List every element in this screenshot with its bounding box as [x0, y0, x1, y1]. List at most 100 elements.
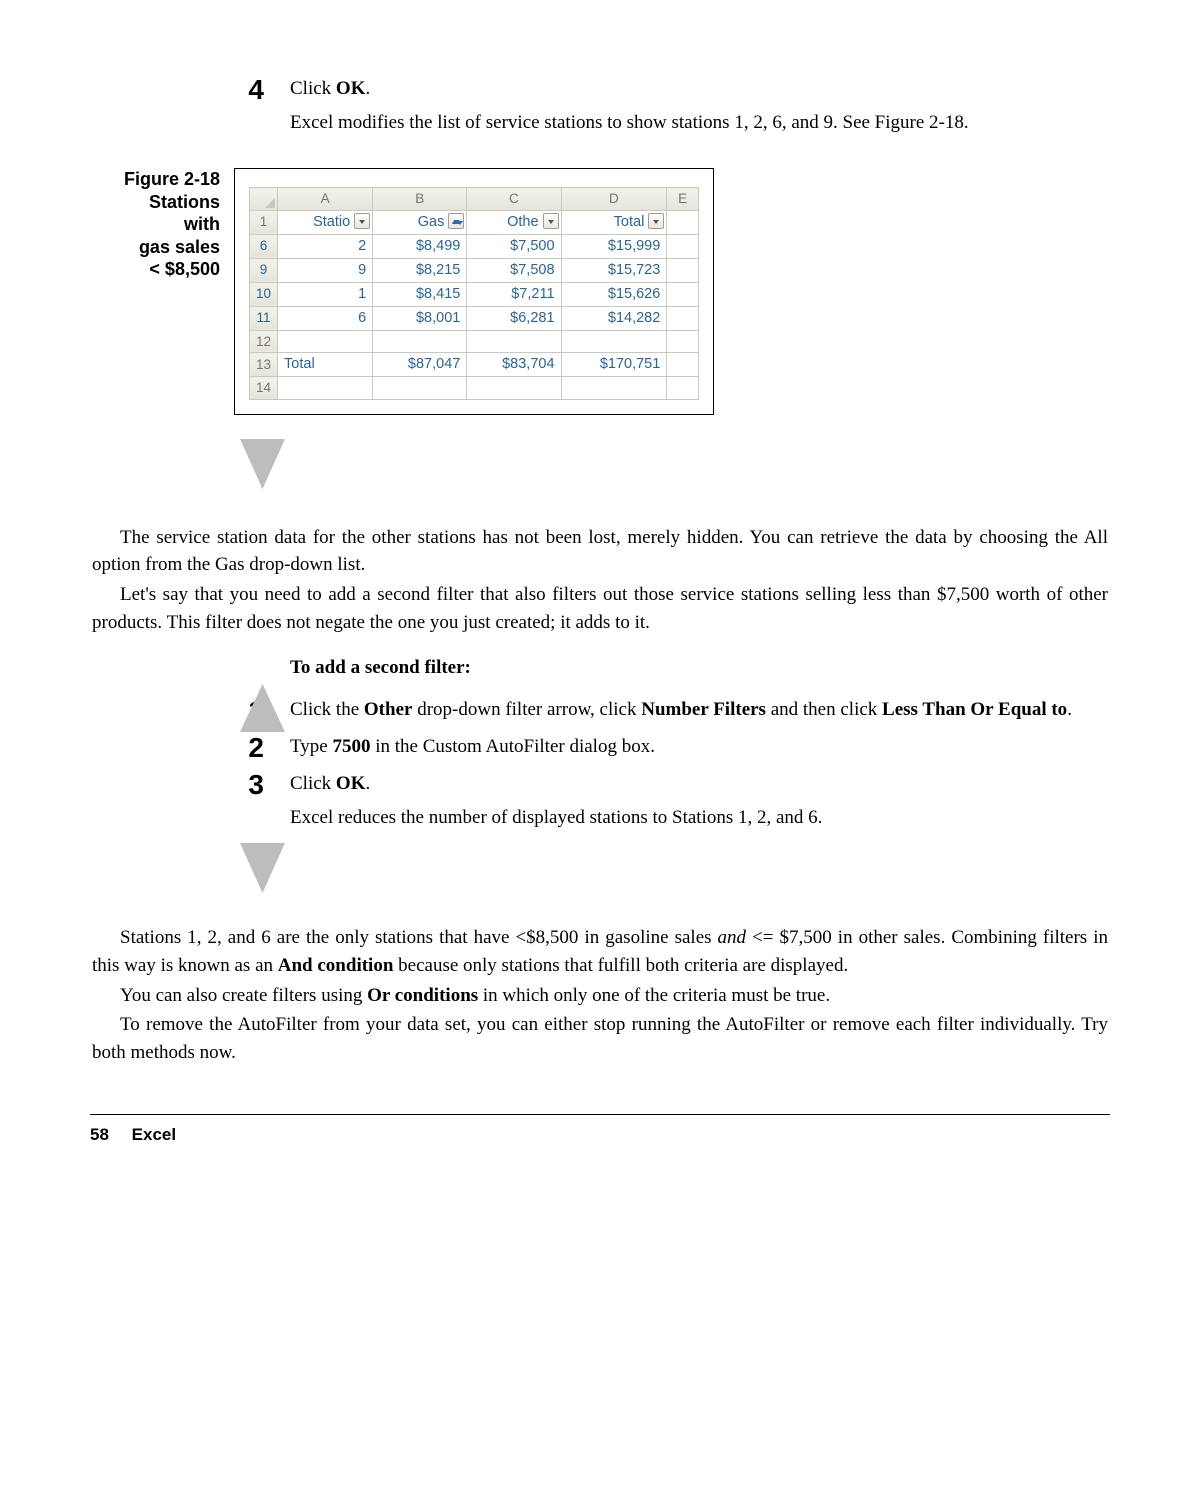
footer-label: Excel [132, 1125, 176, 1144]
hdr-e-empty [667, 210, 699, 234]
p3-bold: And condition [278, 955, 394, 976]
figure-caption: Figure 2-18 Stations with gas sales < $8… [90, 168, 230, 415]
figcap-l3: with [90, 213, 220, 236]
footer-rule [90, 1114, 1110, 1115]
col-B: B [373, 188, 467, 211]
step-number-3: 3 [235, 770, 290, 799]
cell-r6-c0: 2 [278, 234, 373, 258]
s1-mid: drop-down filter arrow, click [412, 699, 641, 720]
cell-r13-c2: $83,704 [467, 353, 561, 377]
s1-b2: Number Filters [641, 699, 766, 720]
para-3: Stations 1, 2, and 6 are the only statio… [92, 924, 1108, 979]
para-4: You can also create filters using Or con… [92, 982, 1108, 1010]
col-D: D [561, 188, 667, 211]
para-5: To remove the AutoFilter from your data … [92, 1011, 1108, 1066]
hdr-gas: Gas [373, 210, 467, 234]
cell-r9-c2: $7,508 [467, 258, 561, 282]
down-arrow-2 [235, 843, 290, 898]
s3-b1: OK [336, 773, 366, 794]
step-2-text: Type 7500 in the Custom AutoFilter dialo… [290, 733, 1110, 761]
cell-r12-c4 [667, 330, 699, 353]
cell-r6-c3: $15,999 [561, 234, 667, 258]
para1-text: The service station data for the other s… [92, 527, 1108, 576]
step-3-text: Click OK. Excel reduces the number of di… [290, 770, 1110, 831]
figcap-l4: gas sales [90, 236, 220, 259]
step-4-text: Click OK. Excel modifies the list of ser… [290, 75, 1110, 136]
rownum-10: 10 [250, 282, 278, 306]
rownum-1: 1 [250, 210, 278, 234]
step-3: 3 Click OK. Excel reduces the number of … [90, 770, 1110, 831]
step-number-4: 4 [235, 75, 290, 104]
cell-r12-c1 [373, 330, 467, 353]
cell-r14-c3 [561, 377, 667, 400]
para-1: The service station data for the other s… [92, 524, 1108, 579]
rownum-6: 6 [250, 234, 278, 258]
cell-r10-c4 [667, 282, 699, 306]
cell-r10-c2: $7,211 [467, 282, 561, 306]
s3-pre: Click [290, 773, 336, 794]
cell-r11-c3: $14,282 [561, 306, 667, 330]
cell-r12-c2 [467, 330, 561, 353]
down-arrow-1 [235, 439, 290, 494]
rownum-11: 11 [250, 306, 278, 330]
cell-r14-c2 [467, 377, 561, 400]
rownum-9: 9 [250, 258, 278, 282]
s1-pre: Click the [290, 699, 364, 720]
step4-post: . [365, 78, 370, 99]
steps-second-filter: 1 Click the Other drop-down filter arrow… [90, 696, 1110, 832]
cell-r14-c4 [667, 377, 699, 400]
cell-r14-c0 [278, 377, 373, 400]
rownum-14: 14 [250, 377, 278, 400]
cell-r6-c4 [667, 234, 699, 258]
s1-mid2: and then click [766, 699, 882, 720]
cell-r14-c1 [373, 377, 467, 400]
s2-post: in the Custom AutoFilter dialog box. [370, 736, 654, 757]
para2-text: Let's say that you need to add a second … [92, 584, 1108, 633]
s2-b1: 7500 [332, 736, 370, 757]
step4-pre: Click [290, 78, 336, 99]
s1-b3: Less Than Or Equal to [882, 699, 1067, 720]
cell-r12-c3 [561, 330, 667, 353]
down-arrow-inverted [235, 684, 290, 741]
rownum-13: 13 [250, 353, 278, 377]
cell-r13-c3: $170,751 [561, 353, 667, 377]
cell-r12-c0 [278, 330, 373, 353]
hdr-gas-text: Gas [418, 214, 445, 230]
p5: To remove the AutoFilter from your data … [92, 1014, 1108, 1063]
page-footer: 58 Excel [90, 1123, 1110, 1148]
p3a: Stations 1, 2, and 6 are the only statio… [120, 927, 718, 948]
p3c: because only stations that fulfill both … [393, 955, 848, 976]
cell-r13-c1: $87,047 [373, 353, 467, 377]
excel-screenshot: A B C D E 1 Statio Gas Othe Total 62 [234, 168, 714, 415]
para-2: Let's say that you need to add a second … [92, 581, 1108, 636]
cell-r9-c1: $8,215 [373, 258, 467, 282]
step-1-text: Click the Other drop-down filter arrow, … [290, 696, 1110, 724]
filter-arrow-other[interactable] [543, 213, 559, 229]
filter-arrow-total[interactable] [648, 213, 664, 229]
p4a: You can also create filters using [120, 985, 367, 1006]
hdr-station: Statio [278, 210, 373, 234]
subheading: To add a second filter: [290, 654, 1110, 682]
p4-bold: Or conditions [367, 985, 478, 1006]
cell-r10-c1: $8,415 [373, 282, 467, 306]
excel-table: A B C D E 1 Statio Gas Othe Total 62 [249, 187, 699, 400]
hdr-other-text: Othe [507, 214, 538, 230]
body-block-1: The service station data for the other s… [92, 524, 1108, 636]
cell-r13-c0: Total [278, 353, 373, 377]
col-E: E [667, 188, 699, 211]
hdr-station-text: Statio [313, 214, 350, 230]
cell-r13-c4 [667, 353, 699, 377]
s1-b1: Other [364, 699, 413, 720]
col-A: A [278, 188, 373, 211]
figcap-l5: < $8,500 [90, 258, 220, 281]
hdr-total: Total [561, 210, 667, 234]
cell-r10-c0: 1 [278, 282, 373, 306]
col-C: C [467, 188, 561, 211]
p3-italic-and: and [718, 927, 747, 948]
cell-r11-c2: $6,281 [467, 306, 561, 330]
cell-r11-c4 [667, 306, 699, 330]
filter-arrow-gas[interactable] [448, 213, 464, 229]
figcap-l2: Stations [90, 191, 220, 214]
cell-r10-c3: $15,626 [561, 282, 667, 306]
filter-arrow-station[interactable] [354, 213, 370, 229]
